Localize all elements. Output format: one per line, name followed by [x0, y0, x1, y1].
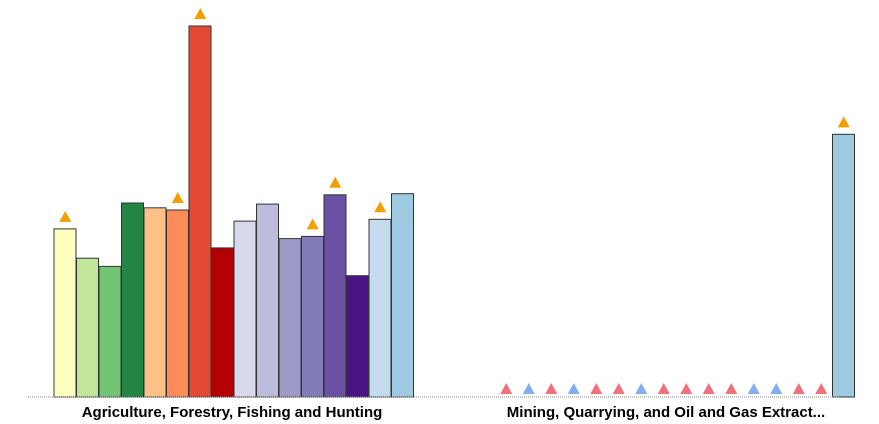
marker-triangle-icon-g0-14 [374, 201, 387, 213]
bar-g0-10[interactable] [278, 238, 302, 398]
category-label-mining: Mining, Quarrying, and Oil and Gas Extra… [507, 404, 825, 421]
category-label-agriculture: Agriculture, Forestry, Fishing and Hunti… [82, 404, 383, 421]
bar-g0-5[interactable] [166, 209, 189, 398]
marker-triangle-icon-g1-0 [500, 383, 513, 394]
marker-triangle-icon-g1-7 [657, 383, 670, 394]
bar-g0-9[interactable] [256, 203, 279, 398]
marker-triangle-icon-g1-13 [792, 383, 805, 394]
bar-g1-15[interactable] [832, 133, 855, 398]
marker-triangle-icon-g0-0 [59, 210, 72, 222]
bar-g0-14[interactable] [368, 218, 392, 398]
marker-triangle-icon-g1-2 [545, 383, 558, 394]
marker-triangle-icon-g1-14 [815, 383, 828, 394]
marker-triangle-icon-g1-15 [837, 116, 850, 128]
bar-g0-8[interactable] [233, 220, 257, 398]
markers-layer [59, 8, 850, 394]
marker-triangle-icon-g1-12 [770, 383, 783, 394]
marker-triangle-icon-g0-5 [171, 192, 184, 204]
marker-triangle-icon-g1-1 [522, 383, 535, 394]
marker-triangle-icon-g1-8 [680, 383, 693, 394]
marker-triangle-icon-g1-10 [725, 383, 738, 394]
marker-triangle-icon-g1-6 [635, 383, 648, 394]
marker-triangle-icon-g1-4 [590, 383, 603, 394]
bar-g0-4[interactable] [143, 207, 167, 398]
marker-triangle-icon-g0-12 [329, 176, 342, 188]
bars-layer [53, 25, 855, 398]
bar-g0-13[interactable] [346, 275, 369, 398]
bar-g0-1[interactable] [76, 257, 99, 398]
marker-triangle-icon-g0-6 [194, 8, 207, 19]
marker-triangle-icon-g1-11 [747, 383, 760, 394]
bar-g0-12[interactable] [323, 194, 347, 398]
marker-triangle-icon-g1-3 [567, 383, 580, 394]
bar-g0-6[interactable] [188, 25, 212, 398]
marker-triangle-icon-g1-9 [702, 383, 715, 394]
bar-g0-0[interactable] [53, 228, 77, 398]
bar-g0-11[interactable] [301, 235, 324, 398]
bar-g0-15[interactable] [391, 193, 414, 398]
bar-g0-7[interactable] [211, 247, 234, 398]
marker-triangle-icon-g1-5 [612, 383, 625, 394]
bar-g0-2[interactable] [98, 265, 122, 398]
marker-triangle-icon-g0-11 [306, 218, 319, 230]
bar-g0-3[interactable] [121, 202, 144, 398]
